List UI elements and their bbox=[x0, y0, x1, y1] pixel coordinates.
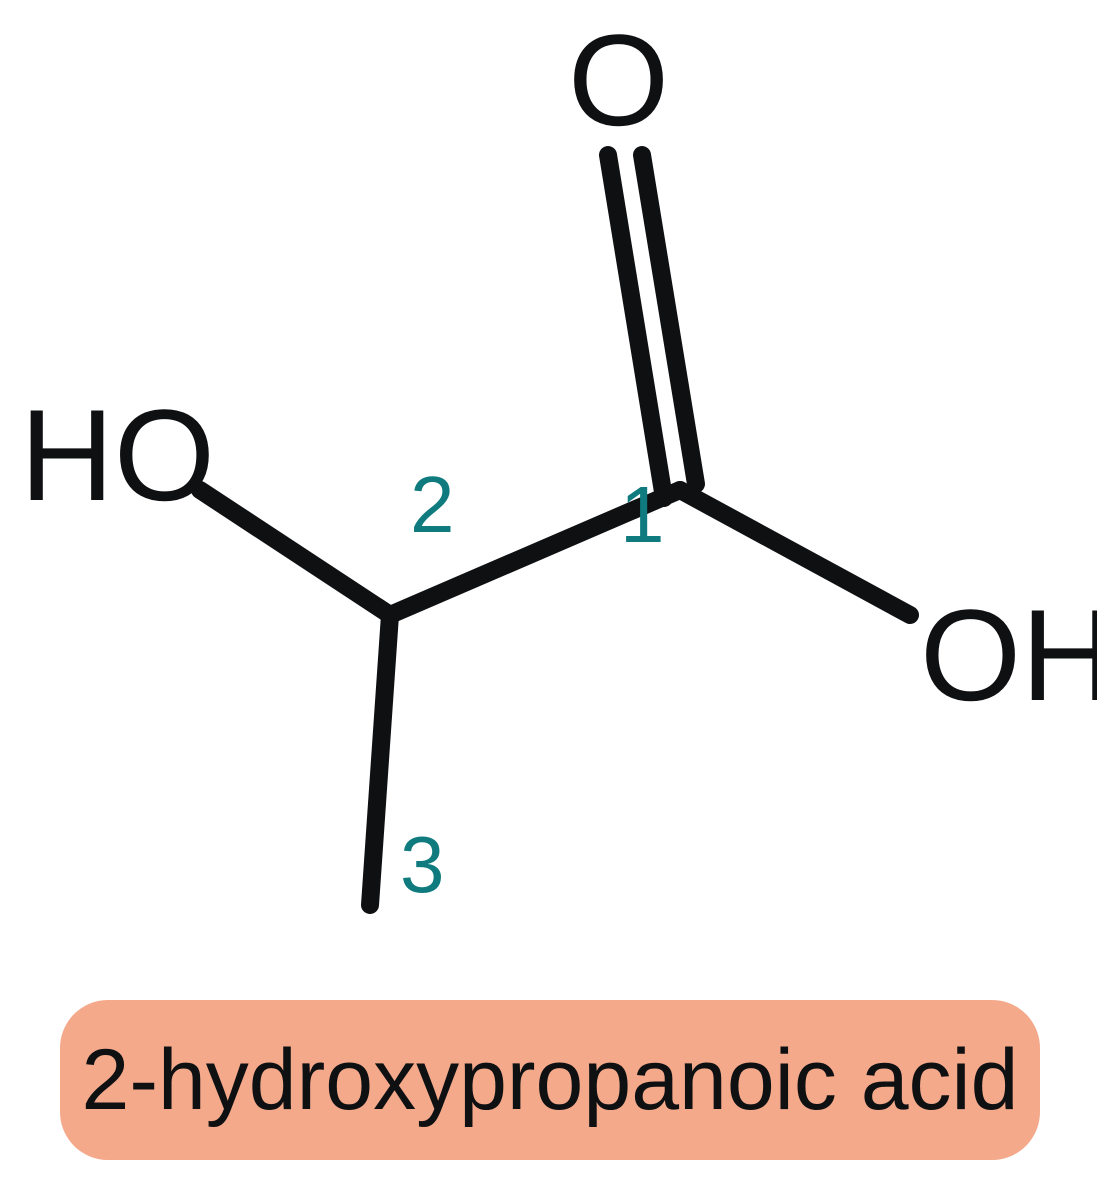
diagram-canvas: HO O OH 1 2 3 2-hydroxypropanoic acid bbox=[0, 0, 1097, 1191]
atom-label-o: O bbox=[568, 15, 669, 145]
carbon-number-2: 2 bbox=[410, 465, 455, 545]
atom-label-oh: OH bbox=[920, 590, 1097, 720]
carbon-number-1: 1 bbox=[620, 475, 665, 555]
compound-name-pill: 2-hydroxypropanoic acid bbox=[60, 1000, 1040, 1160]
compound-name-text: 2-hydroxypropanoic acid bbox=[82, 1037, 1019, 1123]
carbon-number-3: 3 bbox=[400, 825, 445, 905]
atom-label-ho: HO bbox=[20, 390, 215, 520]
